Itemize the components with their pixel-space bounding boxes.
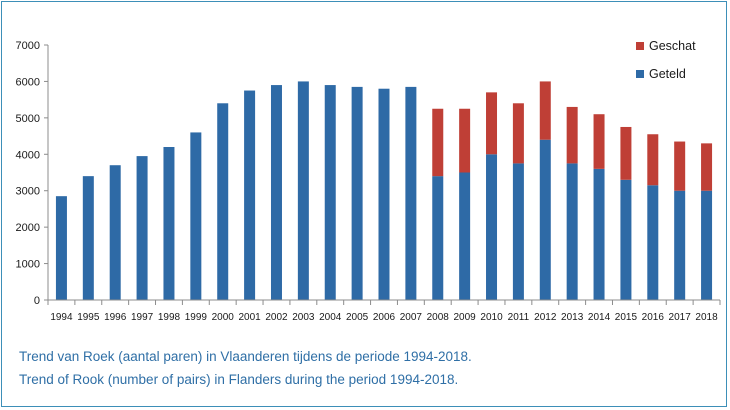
x-tick-label: 2010 <box>480 312 503 323</box>
bar-geteld-2016 <box>647 185 659 300</box>
caption-english: Trend of Rook (number of pairs) in Fland… <box>19 372 459 387</box>
x-tick-label: 1997 <box>131 312 154 323</box>
bars <box>55 81 713 301</box>
bar-geteld-2001 <box>244 90 256 301</box>
bar-geschat-2013 <box>566 106 578 164</box>
y-axis: 0 1000 2000 3000 4000 5000 6000 7000 <box>16 40 49 307</box>
x-tick-label: 1996 <box>104 312 127 323</box>
bar-geschat-2008 <box>432 108 444 177</box>
bar-geteld-1995 <box>82 176 94 300</box>
bar-geschat-2010 <box>486 92 498 155</box>
y-tick-label: 5000 <box>16 113 40 125</box>
bar-geschat-2017 <box>674 141 686 191</box>
x-tick-label: 2006 <box>373 312 396 323</box>
bar-geteld-2017 <box>674 190 686 300</box>
x-tick-label: 2017 <box>669 312 692 323</box>
bar-geteld-2005 <box>351 86 363 301</box>
x-tick-label: 2004 <box>319 312 342 323</box>
x-tick-label: 2014 <box>588 312 611 323</box>
bar-geteld-2018 <box>701 190 713 300</box>
x-tick-label: 2013 <box>561 312 584 323</box>
bar-geteld-2004 <box>324 85 336 300</box>
legend: Geschat Geteld <box>636 39 696 81</box>
x-tick-label: 2005 <box>346 312 369 323</box>
bar-geteld-2011 <box>512 163 524 300</box>
bar-geteld-1994 <box>55 196 67 300</box>
x-tick-label: 2009 <box>454 312 477 323</box>
bar-geschat-2016 <box>647 134 659 186</box>
bar-geteld-2015 <box>620 179 632 300</box>
legend-swatch-geschat <box>636 42 644 50</box>
bar-geteld-2009 <box>459 172 471 300</box>
y-tick-label: 6000 <box>16 76 40 88</box>
x-axis: 1994 1995 1996 1997 1998 1999 2000 2001 2002 2003… <box>47 299 721 323</box>
y-tick-label: 4000 <box>16 149 40 161</box>
bar-geteld-1997 <box>136 156 148 300</box>
caption-dutch: Trend van Roek (aantal paren) in Vlaande… <box>19 349 472 364</box>
bar-geteld-2008 <box>432 176 444 300</box>
x-tick-label: 2000 <box>212 312 235 323</box>
bar-geschat-2015 <box>620 126 632 180</box>
bar-geteld-2002 <box>270 85 282 300</box>
bar-geschat-2014 <box>593 114 605 169</box>
x-tick-label: 2011 <box>508 312 530 323</box>
bar-geteld-2000 <box>217 103 229 301</box>
bar-geteld-2003 <box>297 81 309 300</box>
y-tick-label: 7000 <box>16 40 40 52</box>
x-tick-label: 1998 <box>158 312 181 323</box>
legend-swatch-geteld <box>636 70 644 78</box>
legend-label-geschat: Geschat <box>649 39 696 53</box>
y-tick-label: 0 <box>34 295 40 307</box>
y-tick-label: 3000 <box>16 186 40 198</box>
bar-geschat-2011 <box>512 103 524 164</box>
bar-geschat-2018 <box>701 143 713 191</box>
x-tick-label: 2018 <box>695 312 718 323</box>
x-tick-label: 2003 <box>292 312 315 323</box>
bar-geteld-2012 <box>539 139 551 300</box>
x-tick-label: 2012 <box>534 312 557 323</box>
x-tick-label: 2015 <box>615 312 638 323</box>
bar-geteld-1996 <box>109 165 121 300</box>
x-tick-label: 2001 <box>238 312 261 323</box>
legend-label-geteld: Geteld <box>649 67 686 81</box>
x-tick-label: 1994 <box>50 312 73 323</box>
bar-geteld-2010 <box>486 154 498 300</box>
bar-geschat-2012 <box>539 81 551 140</box>
x-tick-label: 2008 <box>427 312 450 323</box>
bar-geteld-2006 <box>378 88 390 300</box>
bar-geschat-2009 <box>459 108 471 173</box>
bar-geteld-2007 <box>405 86 417 301</box>
y-tick-label: 1000 <box>16 259 40 271</box>
y-tick-label: 2000 <box>16 222 40 234</box>
x-tick-label: 1995 <box>77 312 100 323</box>
x-tick-label: 2016 <box>642 312 665 323</box>
bar-geteld-1999 <box>190 132 202 300</box>
x-tick-label: 1999 <box>185 312 208 323</box>
bar-geteld-2014 <box>593 168 605 300</box>
x-tick-label: 2002 <box>265 312 288 323</box>
bar-geteld-2013 <box>566 163 578 300</box>
x-tick-label: 2007 <box>400 312 423 323</box>
bar-geteld-1998 <box>163 147 175 300</box>
